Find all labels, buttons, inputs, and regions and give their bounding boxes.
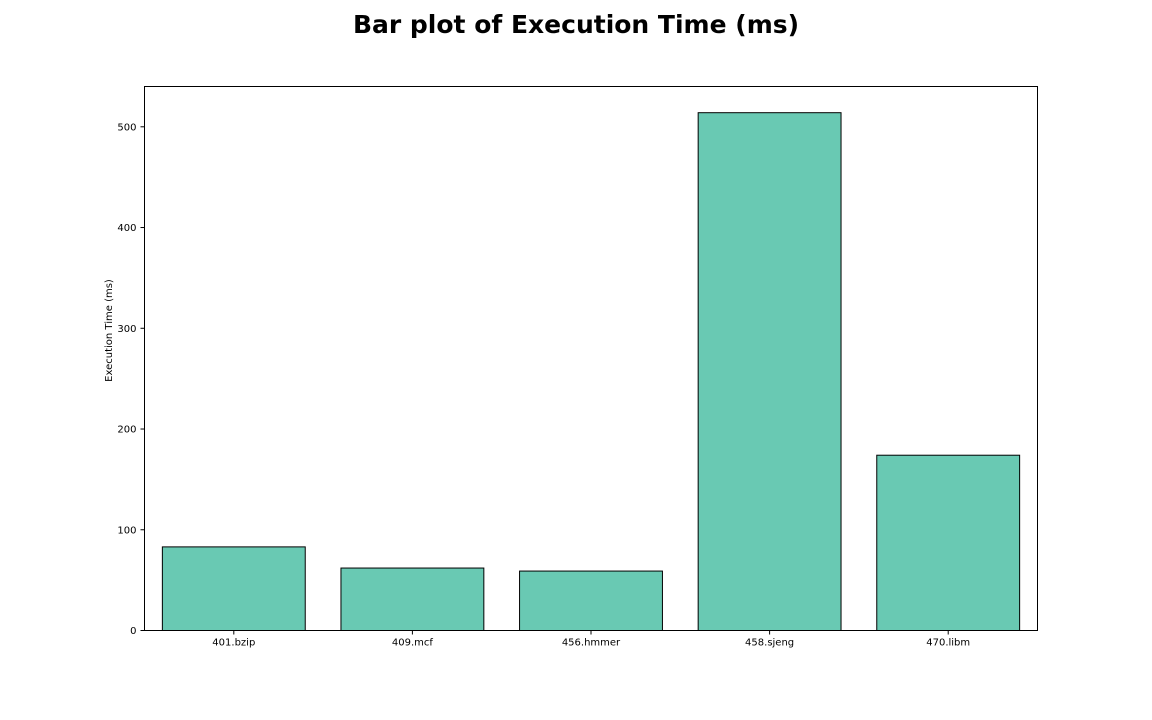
- x-tick-label: 456.hmmer: [562, 638, 621, 649]
- y-tick-label: 400: [117, 223, 136, 234]
- y-tick-label: 500: [117, 122, 136, 133]
- bar-409.mcf: [340, 567, 485, 631]
- x-axis: 401.bzip 409.mcf 456.hmmer 458.sjeng 470.lib…: [212, 630, 970, 649]
- chart-title: Bar plot of Execution Time (ms): [352, 10, 800, 39]
- y-tick-label: 100: [117, 525, 136, 536]
- bar-470.libm: [876, 454, 1021, 632]
- bars-layer: [161, 112, 1021, 632]
- y-axis: 0 100 200 300 400 500: [117, 122, 145, 637]
- x-tick-label: 409.mcf: [392, 638, 434, 649]
- y-tick-label: 0: [130, 626, 136, 637]
- x-tick-label: 470.libm: [926, 638, 970, 649]
- x-tick-label: 458.sjeng: [745, 638, 794, 649]
- x-tick-label: 401.bzip: [212, 638, 255, 649]
- bar-458.sjeng: [697, 112, 842, 632]
- bar-401.bzip: [161, 546, 306, 632]
- y-axis-label: Execution Time (ms): [104, 279, 115, 382]
- bar-456.hmmer: [519, 570, 663, 632]
- y-tick-label: 300: [117, 324, 136, 335]
- y-tick-label: 200: [117, 425, 136, 436]
